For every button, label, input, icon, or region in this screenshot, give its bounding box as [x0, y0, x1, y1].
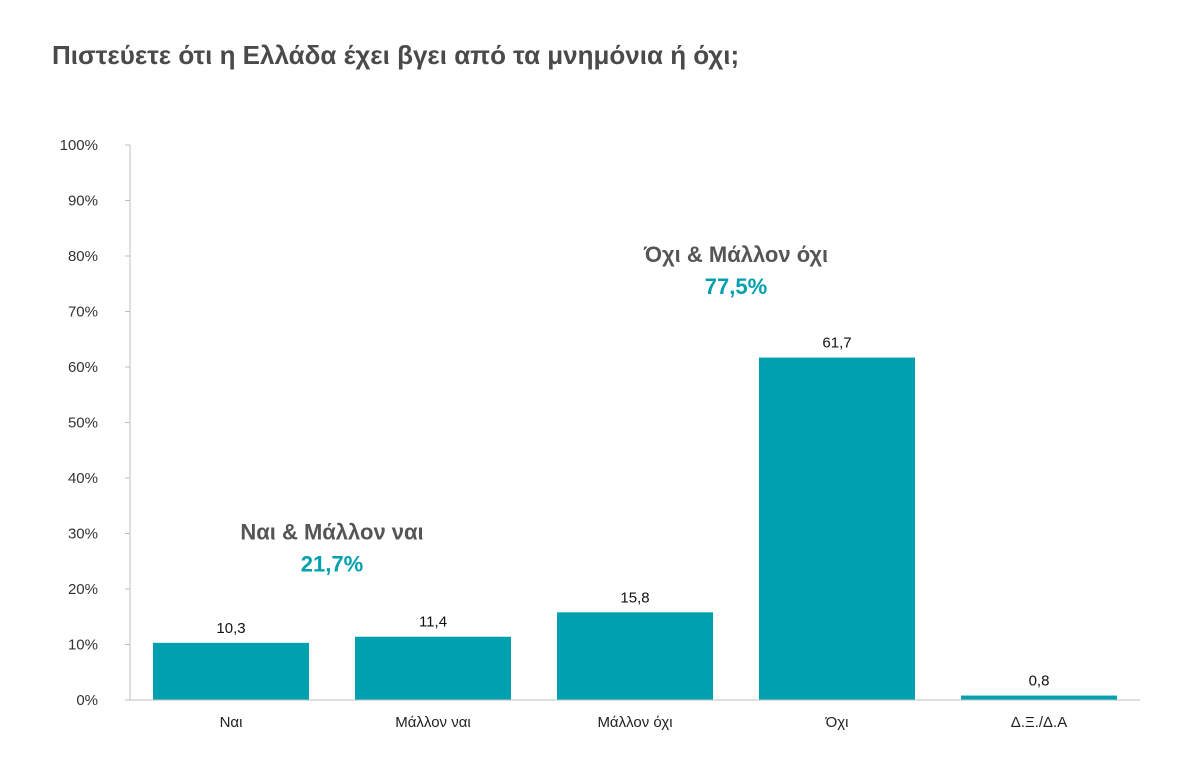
chart-title: Πιστεύετε ότι η Ελλάδα έχει βγει από τα …	[52, 40, 740, 70]
y-tick-label: 80%	[68, 248, 98, 265]
category-label: Μάλλον ναι	[395, 714, 470, 731]
annotation-title: Όχι & Μάλλον όχι	[643, 242, 828, 267]
data-label: 10,3	[216, 620, 245, 637]
bar	[153, 642, 309, 700]
data-label: 61,7	[822, 335, 851, 352]
y-tick-label: 30%	[68, 526, 98, 543]
y-tick-label: 90%	[68, 193, 98, 210]
annotation-value: 77,5%	[705, 274, 767, 299]
bar	[557, 612, 713, 700]
y-tick-label: 0%	[76, 692, 98, 709]
annotation-title: Ναι & Μάλλον ναι	[240, 520, 423, 545]
bar	[759, 357, 915, 700]
category-label: Ναι	[220, 714, 243, 731]
y-axis: 0% 10% 20% 30% 40% 50% 60% 70% 80% 90% 100%	[60, 137, 131, 709]
y-tick-label: 20%	[68, 581, 98, 598]
data-label: 0,8	[1029, 673, 1050, 690]
data-label: 11,4	[419, 614, 447, 631]
category-label: Δ.Ξ./Δ.Α	[1011, 714, 1067, 731]
data-label: 15,8	[620, 589, 649, 606]
category-label: Μάλλον όχι	[597, 714, 672, 731]
y-tick-label: 70%	[68, 304, 98, 321]
bars: 10,3 11,4 15,8 61,7 0,8	[153, 335, 1117, 700]
y-tick-label: 60%	[68, 359, 98, 376]
y-tick-label: 40%	[68, 470, 98, 487]
annotations: Ναι & Μάλλον ναι 21,7% Όχι & Μάλλον όχι 77,…	[240, 242, 828, 577]
x-axis: Ναι Μάλλον ναι Μάλλον όχι Όχι Δ.Ξ./Δ.Α	[130, 699, 1140, 731]
y-tick-label: 50%	[68, 415, 98, 432]
category-label: Όχι	[825, 714, 849, 731]
y-tick-label: 10%	[68, 637, 98, 654]
annotation-value: 21,7%	[301, 552, 363, 577]
y-tick-label: 100%	[60, 137, 98, 154]
bar	[961, 695, 1117, 700]
bar	[355, 636, 511, 700]
